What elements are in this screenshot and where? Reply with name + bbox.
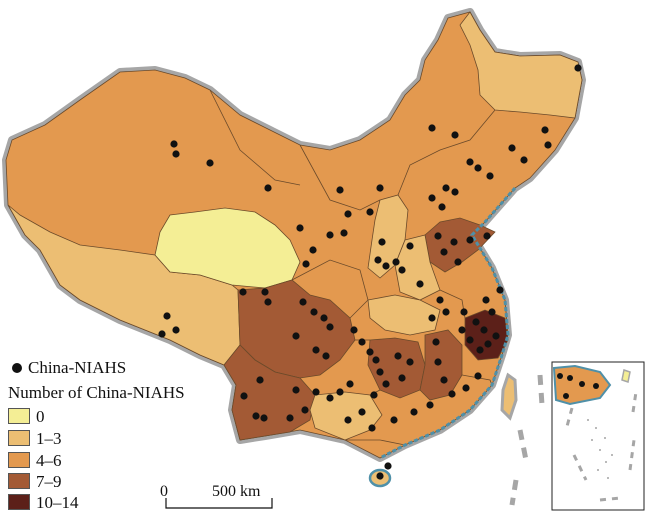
region-qinghai: [154, 207, 301, 289]
legend-swatch-0: [8, 408, 30, 424]
legend-swatch-7-9: [8, 473, 30, 489]
niahs-sites: [158, 64, 582, 480]
legend-label-1-3: 1–3: [36, 429, 62, 448]
legend-swatch-10-14: [8, 494, 30, 510]
scale-bar: [165, 498, 273, 509]
legend-label-7-9: 7–9: [36, 472, 62, 491]
region-henan: [394, 234, 441, 301]
legend-site-marker: [12, 363, 22, 373]
scale-bar-start-label: 0: [160, 483, 168, 500]
dashed-sea-boundary: [509, 374, 545, 506]
legend-swatch-4-6: [8, 452, 30, 468]
region-taiwan: [500, 372, 518, 421]
coastline: [379, 187, 517, 460]
legend-swatch-1-3: [8, 430, 30, 446]
legend-site-label: China-NIAHS: [28, 358, 127, 377]
legend-label-10-14: 10–14: [36, 493, 79, 512]
region-hubei: [367, 294, 441, 336]
province-boundaries: [209, 89, 496, 446]
legend-title: Number of China-NIAHS: [8, 383, 185, 402]
legend-label-4-6: 4–6: [36, 451, 62, 470]
scale-bar-end-label: 500 km: [212, 483, 261, 500]
region-heilongjiang: [459, 11, 583, 119]
legend-label-0: 0: [36, 407, 45, 426]
south-china-sea-inset: [551, 361, 645, 511]
